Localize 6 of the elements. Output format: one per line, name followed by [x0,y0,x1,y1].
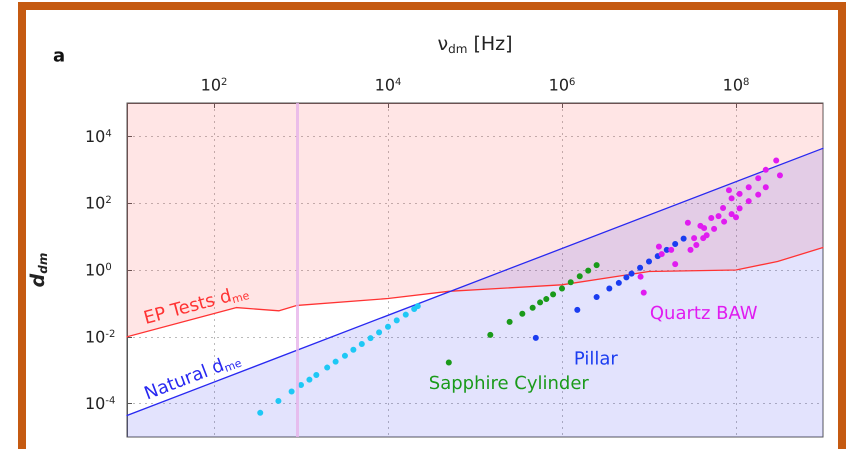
series-label: Quartz BAW [650,303,758,324]
series-label: Sapphire Cylinder [428,373,590,394]
series-label: Pillar [574,348,618,370]
text: EP Tests dme [141,285,252,329]
y-axis-title: ddm [27,252,50,288]
chart-title: a [53,46,66,66]
